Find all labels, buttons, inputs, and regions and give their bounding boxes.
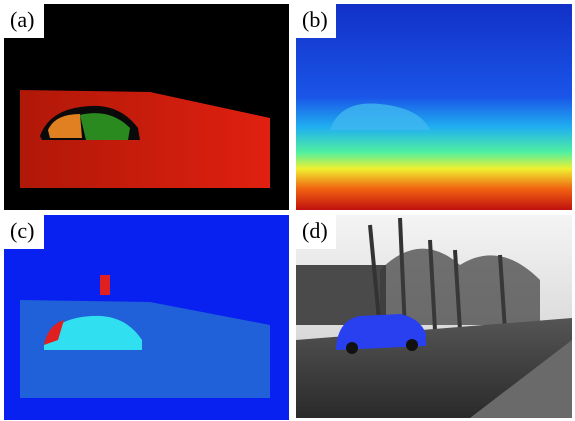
- building: [296, 265, 386, 325]
- panel-b: (b): [296, 4, 572, 210]
- wheel: [346, 342, 358, 354]
- wheel: [406, 339, 418, 351]
- foliage: [380, 248, 540, 325]
- car-region: [80, 113, 130, 140]
- panel-d: (d): [296, 215, 572, 418]
- panel-label: (a): [10, 7, 34, 32]
- outlier-region: [100, 275, 110, 295]
- panel-label: (c): [10, 218, 34, 243]
- label-box: [296, 4, 336, 38]
- car-region: [48, 114, 82, 138]
- sidewalk: [470, 340, 572, 418]
- car: [336, 314, 426, 350]
- car-segment: [44, 315, 142, 350]
- panel-c: (c): [4, 215, 289, 420]
- label-box: [4, 215, 44, 249]
- panel-a: (a): [4, 4, 289, 210]
- outlier-region: [44, 320, 64, 345]
- car-depth: [330, 103, 430, 130]
- label-box: [4, 4, 44, 38]
- panel-label: (d): [302, 218, 328, 243]
- panel-background: [296, 4, 572, 210]
- panel-label: (b): [302, 7, 328, 32]
- label-box: [296, 215, 336, 249]
